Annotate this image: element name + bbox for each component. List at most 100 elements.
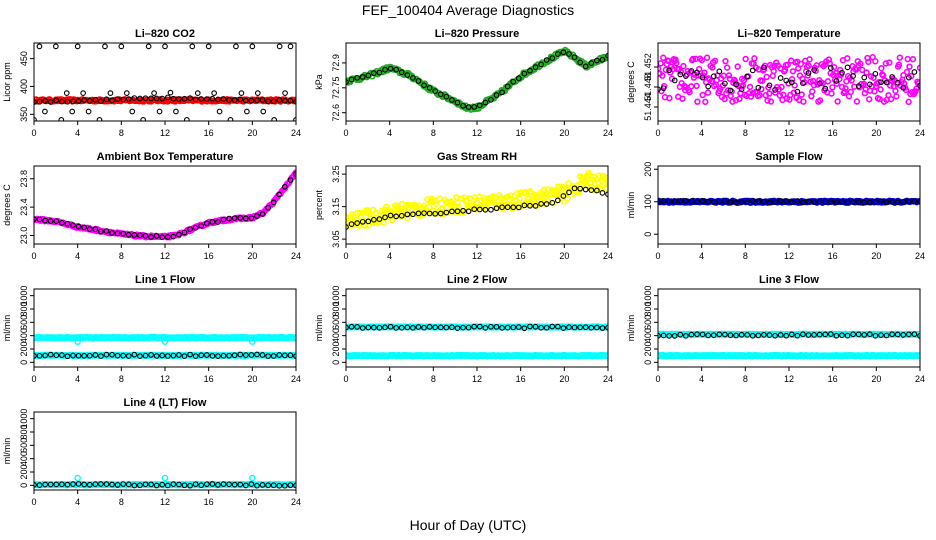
average-point	[36, 482, 43, 488]
average-point	[727, 199, 734, 206]
average-point	[382, 214, 388, 221]
average-point	[594, 57, 600, 64]
outlier-point	[167, 89, 174, 96]
average-point	[231, 215, 238, 221]
y-tick-label: 800	[19, 301, 29, 316]
y-tick-label: 23.0	[19, 227, 29, 245]
average-point	[226, 352, 232, 359]
average-point	[170, 95, 177, 102]
average-point	[482, 325, 489, 331]
average-point	[231, 352, 238, 359]
data-point	[677, 68, 684, 75]
data-point	[564, 195, 571, 202]
data-point	[878, 65, 885, 72]
data-point	[575, 189, 583, 196]
y-axis-label: percent	[314, 189, 324, 220]
data-point	[909, 56, 917, 63]
average-point	[437, 210, 444, 217]
average-point	[889, 331, 895, 338]
series-points	[34, 474, 296, 489]
data-point	[806, 56, 813, 63]
data-point	[734, 63, 741, 70]
average-point	[47, 351, 54, 358]
y-tick-label: 100	[643, 194, 653, 209]
average-point	[421, 210, 427, 216]
average-point	[666, 333, 672, 339]
average-point	[894, 79, 901, 86]
average-point	[248, 215, 255, 221]
data-point	[595, 179, 602, 186]
plot-panel: Line 2 Flow ml/min 0 4 8 12 16 20 24 0 20040060080…	[314, 274, 613, 384]
data-point	[711, 57, 719, 65]
x-tick-label: 8	[431, 128, 436, 138]
average-point	[822, 198, 829, 205]
average-point	[605, 191, 608, 198]
average-point	[906, 331, 912, 338]
data-point	[798, 91, 805, 98]
series-points	[658, 54, 920, 106]
x-tick-label: 4	[75, 497, 80, 507]
plot-title: Line 1 Flow	[135, 274, 195, 286]
plot-panel: Line 4 (LT) Flow ml/min 0 4 8 12 16 20 24 0 200400…	[2, 397, 301, 507]
average-point	[64, 481, 71, 488]
x-tick-label: 0	[343, 128, 348, 138]
outlier-point	[74, 338, 81, 345]
average-point	[727, 87, 734, 94]
data-point	[693, 82, 700, 90]
data-point	[680, 62, 687, 70]
data-point	[666, 94, 673, 102]
average-point	[36, 216, 43, 223]
outlier-point	[63, 90, 70, 96]
average-point	[488, 323, 494, 330]
average-point	[683, 73, 689, 79]
y-tick-label: 72.6	[331, 104, 341, 122]
average-point	[677, 71, 684, 78]
average-point	[153, 95, 160, 102]
average-point	[75, 98, 82, 104]
average-point	[788, 79, 795, 86]
data-point	[662, 66, 670, 74]
average-point	[114, 482, 121, 488]
average-point	[499, 325, 505, 331]
outlier-point	[129, 108, 136, 115]
average-point	[527, 323, 533, 330]
data-point	[658, 65, 662, 72]
data-point	[800, 98, 807, 105]
average-point	[415, 324, 422, 330]
average-point	[733, 199, 739, 206]
average-point	[103, 351, 110, 358]
data-point	[724, 64, 731, 71]
data-point	[426, 204, 433, 211]
average-point	[153, 353, 160, 359]
average-point	[465, 324, 472, 331]
average-point	[98, 98, 104, 105]
average-point	[744, 198, 751, 205]
average-point	[889, 74, 895, 80]
average-point	[36, 98, 43, 105]
y-tick-label: 450	[19, 51, 29, 66]
average-point	[827, 331, 834, 337]
plot-title: Li–820 CO2	[135, 28, 195, 40]
y-tick-label: 350	[19, 107, 29, 122]
data-point	[560, 198, 568, 205]
average-point	[794, 88, 801, 95]
average-point	[666, 198, 672, 205]
data-point	[857, 60, 864, 68]
average-point	[164, 482, 171, 489]
x-tick-label: 24	[291, 374, 301, 384]
x-tick-label: 20	[559, 128, 569, 138]
average-point	[259, 481, 266, 488]
data-point	[673, 59, 680, 67]
average-point	[254, 97, 260, 104]
average-point	[70, 98, 76, 105]
y-axis-label: degrees C	[2, 184, 12, 226]
average-point	[404, 211, 411, 218]
average-point	[354, 74, 360, 81]
average-point	[170, 481, 177, 487]
y-axis-label: ml/min	[2, 315, 12, 342]
data-point	[816, 97, 824, 104]
outlier-point	[249, 43, 256, 50]
average-point	[242, 215, 249, 222]
data-point	[905, 98, 912, 106]
y-tick-label: 200	[331, 341, 341, 356]
